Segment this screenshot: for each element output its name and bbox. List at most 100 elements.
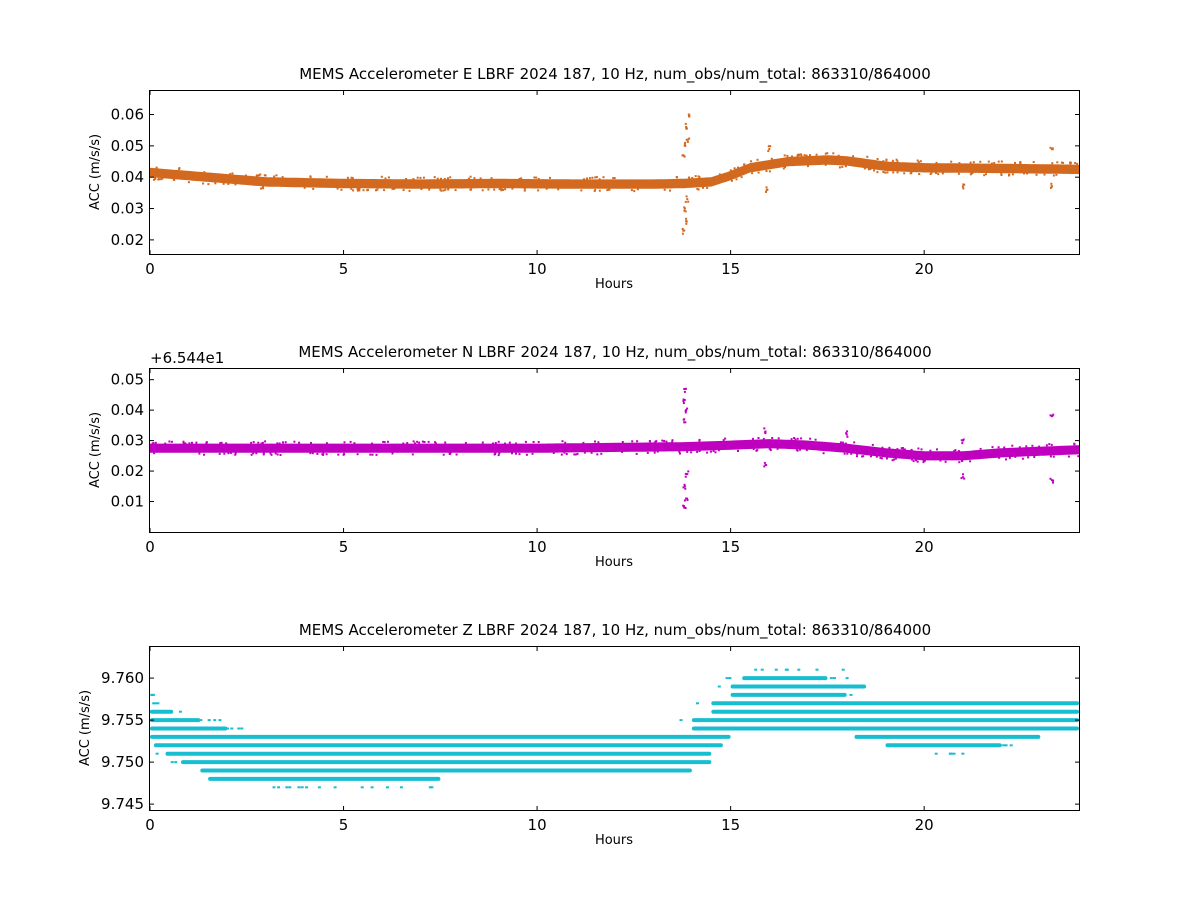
data-point-e <box>500 189 503 192</box>
data-point-z <box>747 693 751 696</box>
data-point-z <box>288 786 292 789</box>
data-point-n <box>282 441 284 444</box>
data-point-z <box>842 693 845 696</box>
data-point-n <box>954 449 957 452</box>
data-point-e <box>273 175 276 178</box>
data-point-e <box>325 175 328 178</box>
data-point-n <box>481 441 484 444</box>
ticks-e: 0 5 10 15 20 0.02 0.03 0.04 0.05 0.06 <box>111 91 1079 278</box>
data-point-n <box>234 452 237 455</box>
data-point-e <box>203 171 206 174</box>
data-point-n <box>325 453 328 456</box>
data-point-e <box>481 189 484 192</box>
data-point-n <box>961 459 963 462</box>
data-point-e <box>770 157 773 160</box>
data-level-z <box>200 768 692 773</box>
data-point-n <box>799 448 801 451</box>
data-point-n <box>714 451 717 454</box>
data-point-e <box>895 158 898 161</box>
data-point-z <box>782 693 786 696</box>
outlier-point-n <box>765 464 768 466</box>
data-point-e <box>750 160 753 163</box>
x-axis-label-z: Hours <box>595 833 633 848</box>
data-point-e <box>807 165 809 168</box>
offset-text-n: +6.544e1 <box>150 349 224 367</box>
outlier-point-e <box>765 190 767 193</box>
data-band-e <box>150 155 1079 189</box>
y-tick-label: 0.05 <box>111 137 144 155</box>
outlier-point-n <box>763 427 766 430</box>
data-point-n <box>1008 456 1011 459</box>
data-point-z <box>628 735 632 738</box>
data-point-n <box>369 453 372 456</box>
data-point-z <box>999 744 1003 747</box>
data-point-z <box>478 735 482 738</box>
data-point-n <box>796 437 799 440</box>
data-point-z <box>771 685 775 688</box>
data-point-n <box>434 442 437 445</box>
data-point-n <box>1033 456 1036 458</box>
outlier-point-e <box>688 114 691 117</box>
data-point-e <box>159 178 162 181</box>
data-level-z <box>208 776 441 781</box>
x-tick-label: 5 <box>339 538 349 556</box>
data-point-n <box>353 442 356 445</box>
data-point-e <box>387 176 390 179</box>
y-axis-label-e: ACC (m/s/s) <box>88 134 103 210</box>
outlier-point-e <box>687 138 689 141</box>
data-point-z <box>333 761 337 764</box>
data-point-n <box>600 452 603 455</box>
data-point-z <box>301 769 305 772</box>
data-point-e <box>606 189 609 192</box>
outlier-point-e <box>681 154 684 157</box>
data-point-z <box>788 727 792 730</box>
outlier-point-n <box>683 390 686 393</box>
data-point-e <box>876 158 879 160</box>
data-point-e <box>791 155 793 158</box>
y-tick-label: 9.750 <box>101 753 144 771</box>
data-point-n <box>375 453 378 456</box>
data-point-z <box>429 744 432 747</box>
data-point-e <box>869 168 872 170</box>
data-point-n <box>894 457 897 460</box>
data-point-e <box>919 160 922 163</box>
data-point-n <box>1031 444 1034 447</box>
data-point-n <box>679 452 681 455</box>
data-point-e <box>153 178 155 181</box>
x-tick-label: 5 <box>339 260 349 278</box>
data-point-n <box>218 452 221 455</box>
data-point-e <box>740 176 743 179</box>
data-point-z <box>728 677 732 680</box>
data-point-e <box>1043 173 1046 176</box>
data-point-e <box>375 189 377 192</box>
data-point-n <box>1045 444 1048 447</box>
data-point-z <box>709 719 713 722</box>
data-point-e <box>207 183 210 186</box>
data-point-n <box>850 452 853 455</box>
data-point-e <box>743 163 746 166</box>
data-point-n <box>969 460 972 463</box>
data-point-e <box>694 175 697 178</box>
data-point-n <box>563 451 566 454</box>
data-point-e <box>979 160 982 163</box>
data-point-z <box>317 786 321 789</box>
outlier-point-n <box>683 505 686 508</box>
data-point-n <box>418 441 421 444</box>
data-point-z <box>167 710 171 713</box>
data-point-n <box>252 441 255 444</box>
data-point-e <box>391 187 394 190</box>
data-point-e <box>351 177 354 180</box>
data-point-e <box>896 171 899 174</box>
data-point-n <box>309 452 312 455</box>
data-point-n <box>1067 455 1070 458</box>
data-point-e <box>990 162 993 165</box>
data-level-z <box>711 701 1079 706</box>
data-point-e <box>613 177 616 180</box>
data-point-z <box>218 719 222 722</box>
data-point-z <box>170 761 174 764</box>
data-point-z <box>1036 719 1040 722</box>
data-point-z <box>195 719 198 722</box>
data-point-z <box>978 735 982 738</box>
data-point-n <box>411 453 414 456</box>
data-point-e <box>783 154 786 157</box>
